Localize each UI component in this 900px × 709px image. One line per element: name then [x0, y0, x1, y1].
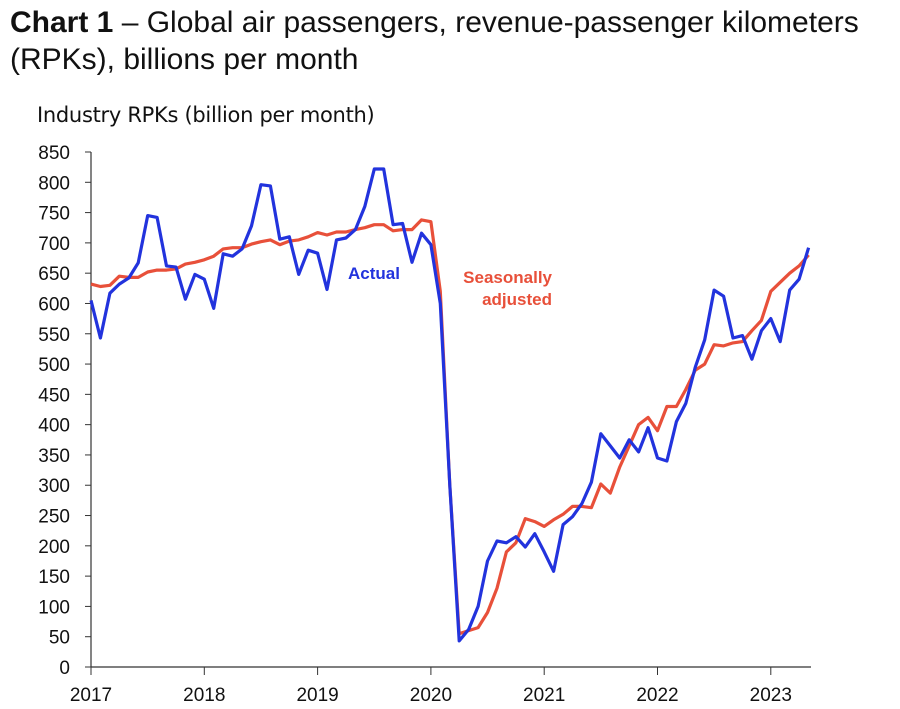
y-tick-label: 100	[38, 597, 70, 618]
y-tick-label: 350	[38, 446, 70, 467]
x-tick-label: 2023	[750, 685, 792, 706]
y-tick-label: 500	[38, 355, 70, 376]
y-tick-label: 450	[38, 385, 70, 406]
y-tick-label: 150	[38, 567, 70, 588]
y-tick-label: 400	[38, 416, 70, 437]
y-tick-label: 300	[38, 476, 70, 497]
series-lines	[89, 167, 811, 643]
chart-number: Chart 1	[10, 6, 114, 39]
series-line-actual	[89, 167, 811, 643]
x-tick-label: 2019	[296, 685, 338, 706]
y-tick-label: 850	[38, 143, 70, 164]
y-tick-label: 50	[49, 628, 70, 649]
y-tick-label: 550	[38, 325, 70, 346]
x-tick-label: 2021	[523, 685, 565, 706]
y-tick-label: 750	[38, 204, 70, 225]
y-axis-label: Industry RPKs (billion per month)	[37, 103, 375, 127]
chart-title-text: – Global air passengers, revenue-passeng…	[10, 6, 859, 76]
x-tick-label: 2017	[70, 685, 112, 706]
legend-seasonally-adjusted-line2: adjusted	[482, 290, 552, 309]
x-tick-label: 2022	[636, 685, 678, 706]
y-tick-label: 600	[38, 294, 70, 315]
legend-seasonally-adjusted-line1: Seasonally	[463, 268, 552, 287]
axes: 0 50 100 150 200 250 300 350 400 450 500 550 600 650 7…	[38, 143, 811, 706]
series-line-seasonally-adjusted	[90, 218, 810, 636]
x-tick-label: 2018	[183, 685, 225, 706]
x-tick-label: 2020	[410, 685, 452, 706]
y-tick-label: 650	[38, 264, 70, 285]
legend-actual: Actual	[348, 264, 400, 283]
chart-title: Chart 1 – Global air passengers, revenue…	[10, 4, 890, 78]
y-tick-label: 700	[38, 234, 70, 255]
y-tick-label: 0	[59, 658, 70, 679]
y-tick-label: 200	[38, 537, 70, 558]
y-tick-label: 800	[38, 173, 70, 194]
y-tick-label: 250	[38, 507, 70, 528]
